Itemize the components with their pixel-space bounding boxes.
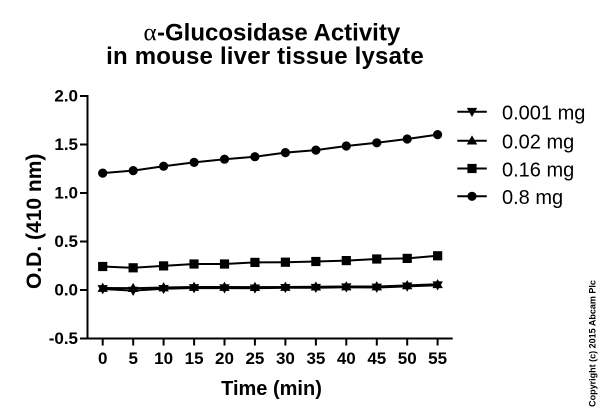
- svg-text:25: 25: [245, 349, 264, 368]
- svg-text:0.02 mg: 0.02 mg: [502, 132, 574, 154]
- svg-text:in mouse liver tissue lysate: in mouse liver tissue lysate: [106, 43, 424, 70]
- svg-text:10: 10: [154, 349, 173, 368]
- svg-text:-0.5: -0.5: [49, 329, 78, 348]
- svg-text:1.0: 1.0: [54, 184, 78, 203]
- svg-text:50: 50: [398, 349, 417, 368]
- svg-text:0: 0: [98, 349, 107, 368]
- svg-text:0.8 mg: 0.8 mg: [502, 187, 563, 209]
- svg-text:1.5: 1.5: [54, 135, 78, 154]
- svg-text:α-Glucosidase Activity: α-Glucosidase Activity: [144, 20, 401, 47]
- svg-text:45: 45: [367, 349, 386, 368]
- svg-text:O.D. (410 nm): O.D. (410 nm): [23, 154, 46, 289]
- svg-text:0.16 mg: 0.16 mg: [502, 159, 574, 181]
- svg-text:2.0: 2.0: [54, 87, 78, 106]
- svg-text:5: 5: [128, 349, 137, 368]
- svg-text:20: 20: [215, 349, 234, 368]
- svg-text:30: 30: [276, 349, 295, 368]
- svg-text:Copyright (c) 2015 Abcam Plc: Copyright (c) 2015 Abcam Plc: [588, 280, 598, 407]
- svg-text:35: 35: [306, 349, 325, 368]
- svg-text:40: 40: [337, 349, 356, 368]
- svg-text:0.001 mg: 0.001 mg: [502, 103, 585, 125]
- svg-text:Time (min): Time (min): [221, 378, 322, 400]
- svg-text:55: 55: [428, 349, 447, 368]
- svg-text:0.0: 0.0: [54, 281, 78, 300]
- svg-text:15: 15: [185, 349, 204, 368]
- svg-text:0.5: 0.5: [54, 232, 78, 251]
